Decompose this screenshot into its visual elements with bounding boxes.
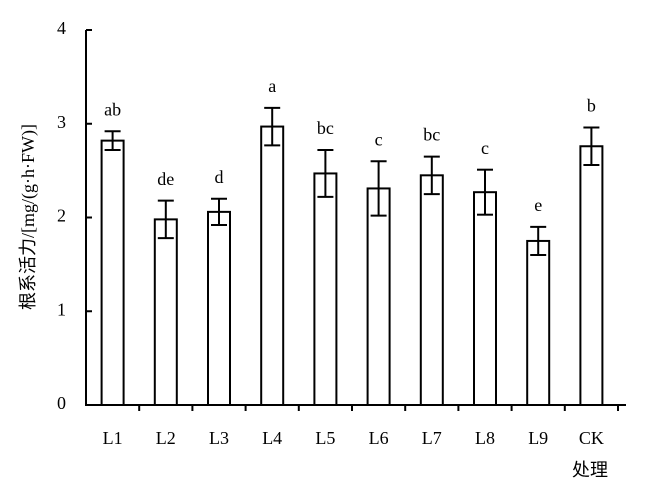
error-bar — [423, 155, 440, 196]
y-tick-label: 4 — [57, 18, 66, 38]
error-bar — [211, 197, 227, 226]
bar — [100, 139, 125, 406]
x-tick-label: L1 — [103, 428, 123, 448]
error-bar — [370, 160, 387, 217]
significance-label: bc — [423, 125, 440, 145]
x-tick-label: L4 — [262, 428, 282, 448]
significance-label: a — [268, 76, 276, 96]
bar — [419, 174, 444, 406]
x-tick-label: CK — [579, 428, 604, 448]
y-tick-label: 2 — [57, 206, 66, 226]
error-bar — [157, 199, 174, 240]
significance-label: bc — [317, 118, 334, 138]
bar — [260, 125, 285, 406]
y-tick-label: 3 — [57, 112, 66, 132]
x-tick-label: L9 — [528, 428, 548, 448]
significance-label: de — [157, 169, 174, 189]
y-tick-label: 1 — [57, 299, 66, 319]
x-tick-label: L7 — [422, 428, 442, 448]
error-bar — [530, 225, 547, 256]
significance-label: ab — [104, 99, 121, 119]
error-bar — [264, 106, 281, 147]
bar — [526, 239, 551, 406]
significance-label: e — [534, 195, 542, 215]
error-bar — [477, 168, 493, 216]
bar — [579, 145, 604, 406]
bar — [366, 187, 391, 406]
significance-label: d — [215, 167, 224, 187]
x-axis-label: 处理 — [572, 460, 608, 480]
bar — [313, 172, 338, 406]
x-tick-label: L3 — [209, 428, 229, 448]
significance-label: b — [587, 96, 596, 116]
error-bar — [583, 126, 600, 166]
x-tick-label: L2 — [156, 428, 176, 448]
x-tick-label: L8 — [475, 428, 495, 448]
error-bar — [104, 130, 121, 151]
error-bar — [317, 149, 334, 198]
y-axis-label: 根系活力/[mg/(g·h·FW)] — [18, 124, 39, 310]
bar — [473, 191, 497, 406]
significance-label: c — [375, 129, 383, 149]
x-tick-label: L5 — [315, 428, 335, 448]
y-tick-label: 0 — [57, 393, 66, 413]
bar — [153, 218, 178, 406]
significance-label: c — [481, 138, 489, 158]
bar — [207, 210, 231, 406]
x-tick-label: L6 — [369, 428, 389, 448]
